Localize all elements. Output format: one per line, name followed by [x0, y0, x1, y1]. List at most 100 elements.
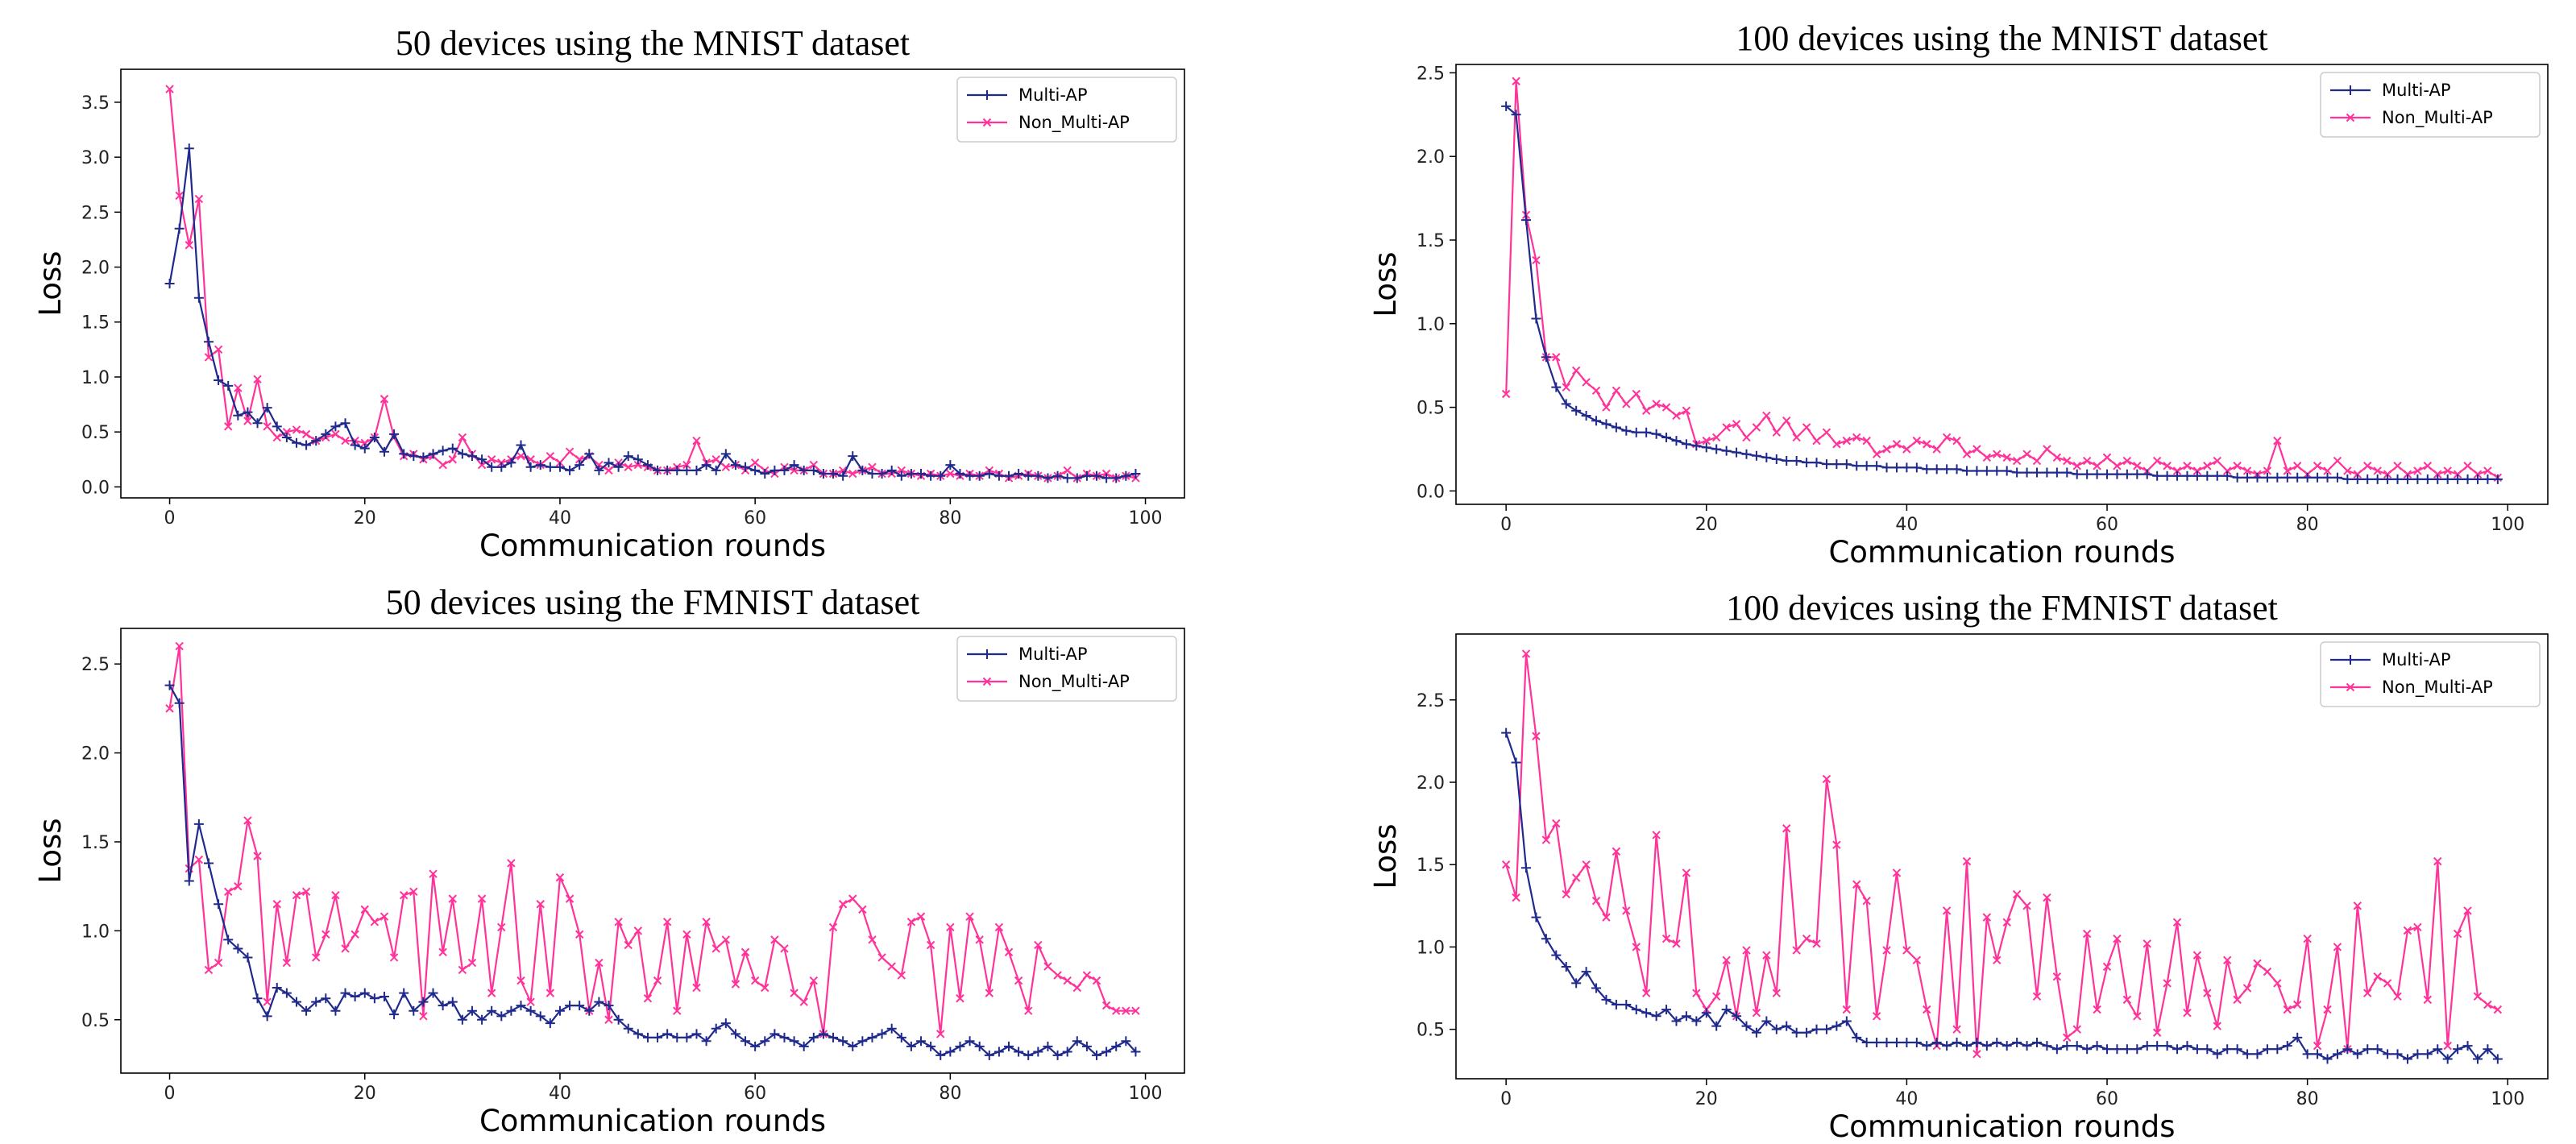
data-point [1891, 1038, 1902, 1048]
data-point [1571, 978, 1582, 989]
data-point [721, 935, 731, 944]
data-point [1811, 458, 1822, 468]
data-point [1014, 1047, 1024, 1057]
data-point [2393, 992, 2402, 1001]
data-point [1053, 971, 1062, 980]
data-point [565, 447, 575, 456]
data-point [331, 429, 340, 439]
data-point [311, 436, 321, 446]
data-point [1004, 947, 1014, 957]
data-point [1842, 436, 1852, 446]
data-point [1942, 433, 1952, 442]
data-point [1081, 470, 1092, 481]
data-point [1872, 450, 1881, 458]
data-point [1111, 1041, 1122, 1051]
data-point [1582, 378, 1591, 387]
data-point [457, 1014, 467, 1025]
data-point [868, 462, 877, 472]
data-point [506, 1005, 516, 1016]
data-point [321, 930, 330, 939]
data-point [993, 1047, 1004, 1057]
data-point [1762, 411, 1771, 421]
data-point [2313, 1041, 2322, 1051]
data-point [2442, 1054, 2453, 1064]
data-point [340, 988, 351, 998]
data-point [887, 962, 896, 971]
data-point [1831, 459, 1842, 470]
data-point [409, 451, 419, 462]
data-point [2242, 1049, 2253, 1059]
data-point [252, 993, 263, 1004]
data-point [1841, 1016, 1852, 1026]
data-point [2202, 470, 2213, 481]
data-point [720, 1018, 731, 1029]
series-multi-ap [1501, 727, 2503, 1064]
data-point [419, 1012, 428, 1021]
x-tick-label: 0 [1500, 515, 1512, 535]
data-point [536, 900, 545, 909]
legend-marker [982, 649, 992, 659]
data-point [516, 1001, 526, 1011]
data-point [2413, 466, 2422, 475]
data-point [1992, 466, 2002, 476]
data-point [253, 852, 262, 860]
data-point [184, 143, 194, 154]
data-point [2413, 922, 2422, 932]
data-point [936, 1030, 945, 1038]
data-point [818, 1029, 828, 1039]
legend: Multi-AP Non_Multi-AP [956, 636, 1177, 702]
legend-label: Non_Multi-AP [2382, 108, 2493, 128]
y-tick-label: 2.5 [81, 655, 110, 675]
data-point [1122, 1006, 1130, 1015]
data-point [1072, 1036, 1082, 1047]
data-point [594, 997, 604, 1007]
data-point [2483, 466, 2492, 475]
data-point [916, 912, 926, 921]
data-point [868, 935, 877, 944]
data-point [389, 429, 400, 439]
data-point [565, 465, 575, 475]
data-point [1033, 1047, 1043, 1057]
data-point [1993, 450, 2001, 458]
data-point [1092, 1050, 1102, 1060]
y-tick-label: 2.0 [1417, 147, 1445, 168]
data-point [1952, 1038, 1962, 1048]
data-point [2113, 935, 2122, 943]
data-point [916, 468, 927, 479]
data-point [554, 1005, 565, 1016]
data-point [516, 440, 526, 450]
data-point [1692, 989, 1701, 997]
x-tick-label: 100 [1129, 1084, 1163, 1104]
data-point [604, 466, 613, 475]
data-point [1612, 386, 1621, 396]
data-point [1661, 432, 1672, 442]
data-point [1822, 774, 1831, 784]
data-point [1782, 416, 1791, 425]
data-point [1751, 1027, 1761, 1038]
data-point [584, 1005, 595, 1016]
data-point [262, 403, 272, 413]
x-tick-label: 60 [2096, 1089, 2118, 1109]
data-point [1521, 649, 1531, 658]
data-point [2383, 1049, 2393, 1059]
data-point [2192, 466, 2202, 475]
data-point [1902, 462, 1912, 473]
data-point [2001, 1041, 2012, 1051]
data-point [2032, 1038, 2043, 1048]
legend-marker [2346, 113, 2355, 122]
data-point [838, 900, 848, 909]
data-point [1571, 873, 1581, 882]
legend-label: Multi-AP [1018, 85, 1087, 105]
data-point [2232, 472, 2242, 483]
data-point [975, 935, 984, 944]
data-point [2242, 472, 2253, 483]
data-point [2152, 1028, 2162, 1037]
data-point [624, 462, 633, 472]
data-point [1531, 313, 1541, 324]
data-point [642, 1032, 653, 1042]
data-point [2022, 450, 2031, 458]
data-point [2133, 1012, 2142, 1021]
data-point [701, 1036, 711, 1047]
data-point [1931, 464, 1942, 475]
data-point [1961, 466, 1972, 476]
